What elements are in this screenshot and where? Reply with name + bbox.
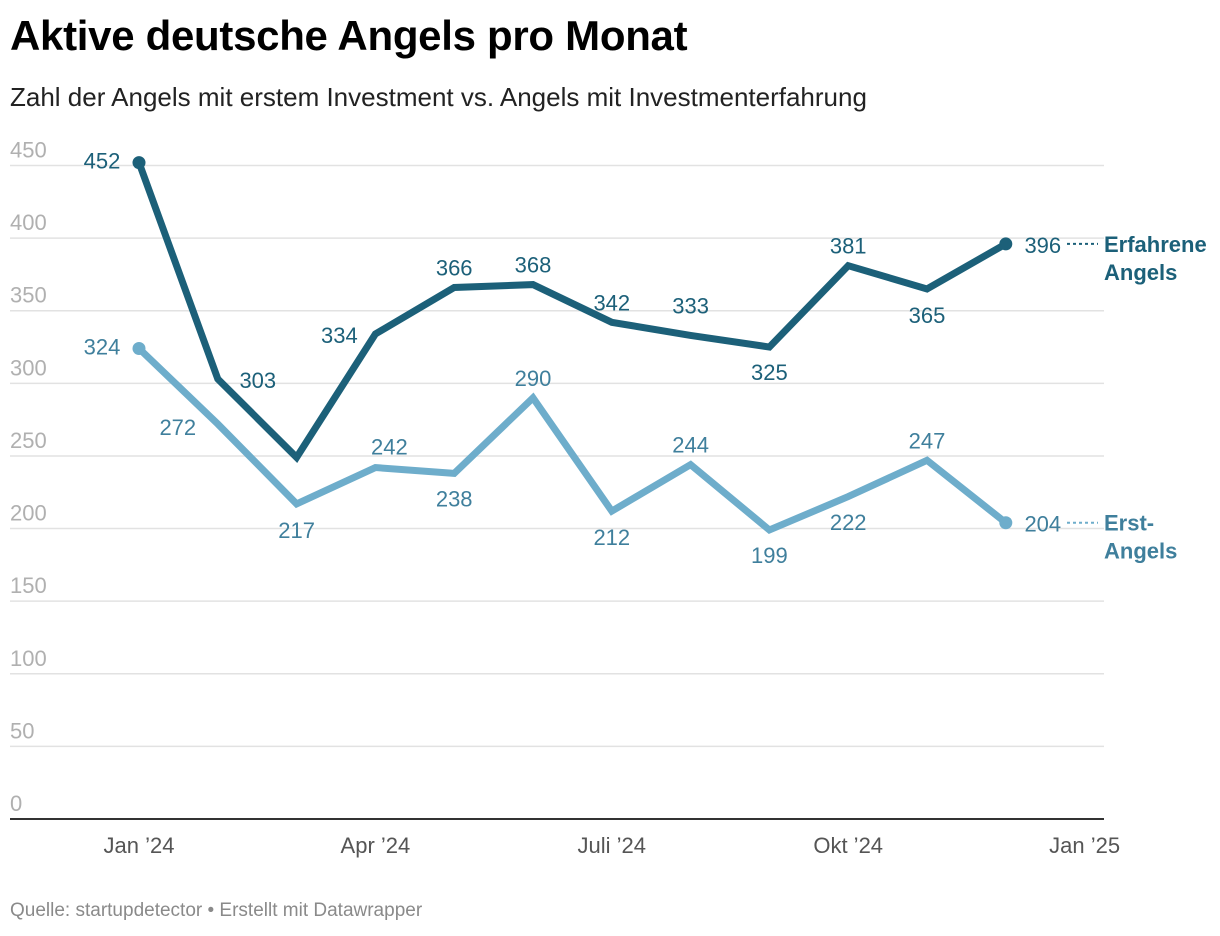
chart-subtitle: Zahl der Angels mit erstem Investment vs… [10, 82, 867, 112]
y-tick-label: 150 [10, 573, 47, 598]
x-tick-label: Apr ’24 [341, 833, 411, 858]
y-tick-label: 0 [10, 791, 22, 816]
legend-label: Angels [1104, 539, 1177, 564]
y-tick-label: 400 [10, 210, 47, 235]
x-tick-label: Jan ’24 [104, 833, 175, 858]
x-axis-ticks: Jan ’24 Apr ’24 Juli ’24 Okt ’24 Jan ’25 [104, 833, 1121, 858]
data-label: 217 [278, 518, 315, 543]
data-label: 324 [84, 334, 121, 359]
series-endpoint [132, 341, 146, 355]
data-label: 244 [672, 433, 709, 458]
data-label: 325 [751, 360, 788, 385]
data-label: 272 [159, 415, 196, 440]
x-tick-label: Okt ’24 [813, 833, 883, 858]
data-label: 452 [84, 149, 121, 174]
chart-source: Quelle: startupdetector • Erstellt mit D… [10, 900, 423, 921]
y-axis-ticks: 0 50 100 150 200 250 300 350 400 450 [10, 138, 47, 817]
data-label: 342 [593, 290, 630, 315]
y-tick-label: 350 [10, 283, 47, 308]
legend-label: Erfahrene [1104, 232, 1207, 257]
data-label: 290 [515, 366, 552, 391]
data-label: 212 [593, 525, 630, 550]
data-labels: 452 303 334 366 368 342 333 325 381 365 396 324 272 2… [84, 149, 1062, 568]
legend-label: Erst- [1104, 511, 1154, 536]
y-tick-label: 450 [10, 138, 47, 163]
series-line-erst [135, 344, 1010, 535]
y-tick-label: 200 [10, 501, 47, 526]
series-endpoint [999, 516, 1013, 530]
data-label: 365 [909, 303, 946, 328]
data-label: 396 [1024, 233, 1061, 258]
data-label: 366 [436, 255, 473, 280]
x-tick-label: Juli ’24 [578, 833, 646, 858]
data-label: 242 [371, 435, 408, 460]
y-tick-label: 250 [10, 428, 47, 453]
data-label: 368 [515, 253, 552, 278]
y-tick-label: 50 [10, 718, 34, 743]
series-line-erfahrene [135, 159, 1010, 463]
data-label: 238 [436, 486, 473, 511]
data-label: 247 [909, 428, 946, 453]
series-endpoint [999, 237, 1013, 251]
series-lines [132, 156, 1013, 535]
data-label: 334 [321, 323, 358, 348]
x-tick-label: Jan ’25 [1049, 833, 1120, 858]
data-label: 204 [1024, 512, 1061, 537]
series-endpoint [132, 156, 146, 170]
data-label: 381 [830, 234, 867, 259]
data-label: 222 [830, 510, 867, 535]
y-tick-label: 300 [10, 355, 47, 380]
legend-label: Angels [1104, 260, 1177, 285]
chart-title: Aktive deutsche Angels pro Monat [10, 12, 688, 59]
data-label: 199 [751, 543, 788, 568]
y-tick-label: 100 [10, 646, 47, 671]
data-label: 303 [239, 368, 276, 393]
legend: Erfahrene Angels Erst- Angels [1067, 232, 1207, 564]
data-label: 333 [672, 293, 709, 318]
